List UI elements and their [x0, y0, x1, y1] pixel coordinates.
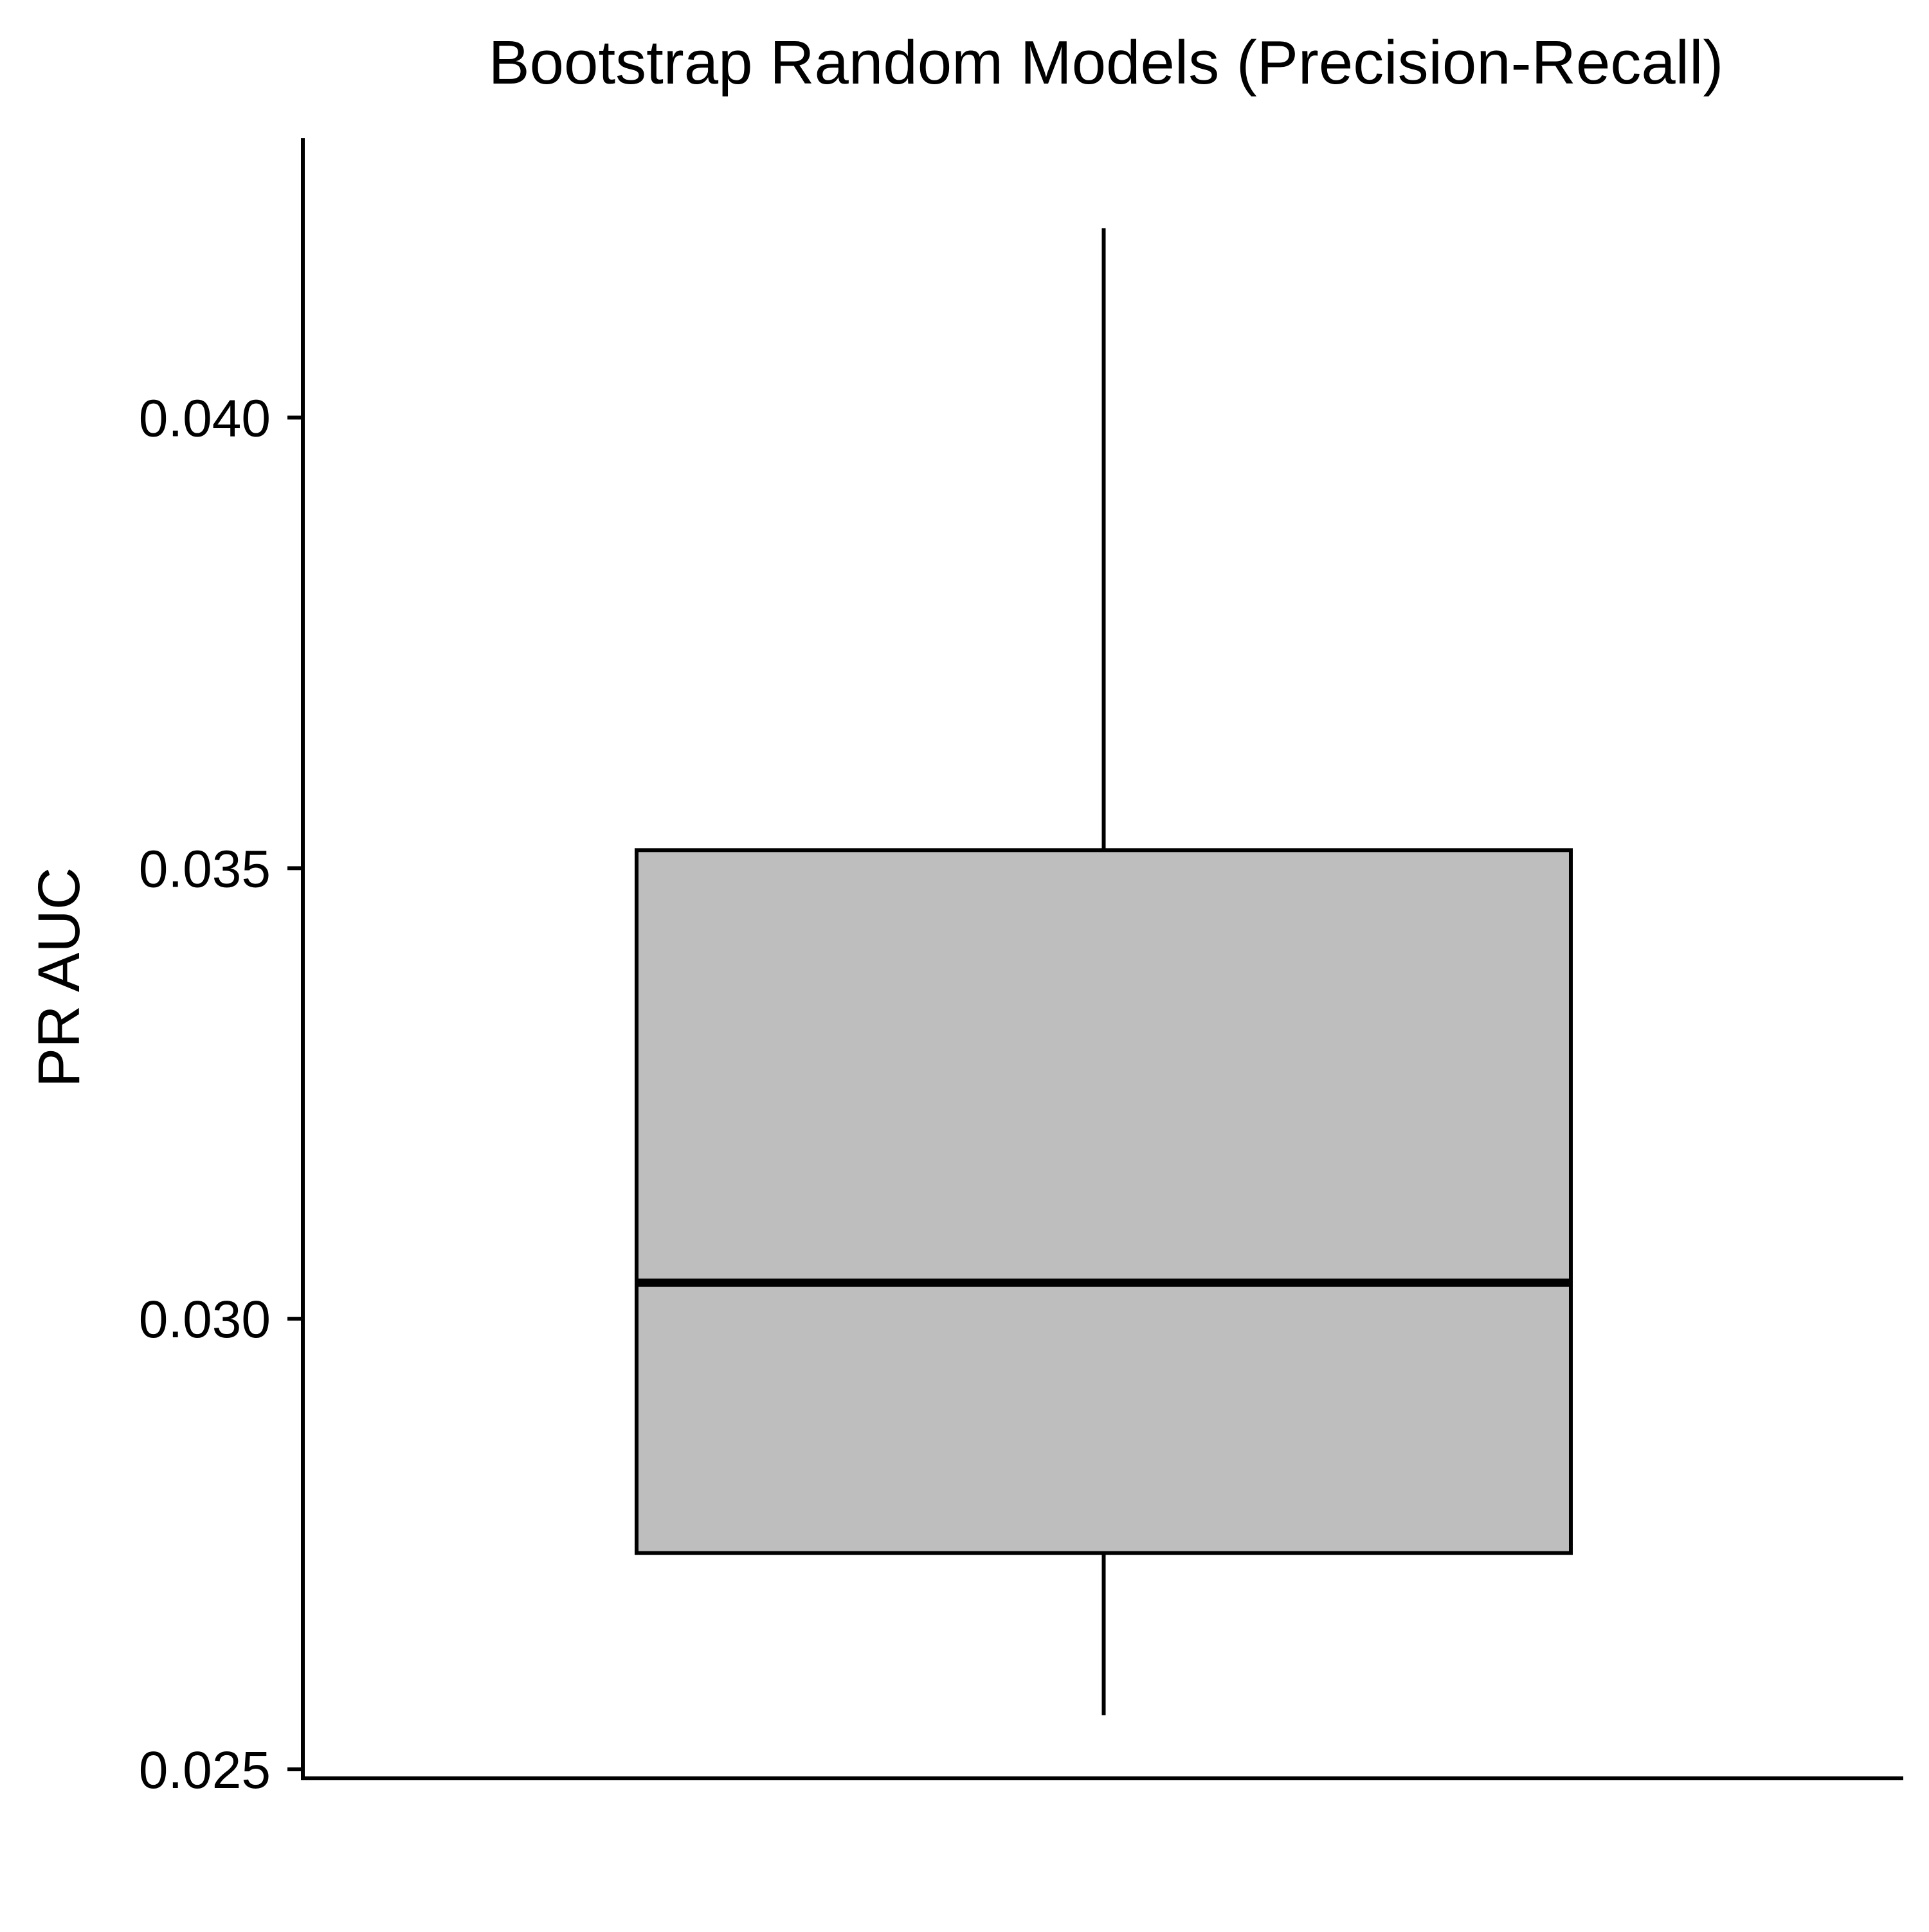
- interquartile-box: [635, 848, 1573, 1555]
- boxplot-series: [635, 228, 1573, 1715]
- y-tick-label: 0.025: [139, 1741, 271, 1800]
- chart-title: Bootstrap Random Models (Precision-Recal…: [489, 28, 1724, 97]
- y-axis-title: PR AUC: [26, 867, 92, 1088]
- y-axis-ticks: 0.025 0.030 0.035 0.040: [139, 390, 303, 1800]
- y-tick-label: 0.030: [139, 1290, 271, 1349]
- y-tick-label: 0.040: [139, 390, 271, 448]
- axes: [301, 138, 1903, 1780]
- y-tick-label: 0.035: [139, 840, 271, 898]
